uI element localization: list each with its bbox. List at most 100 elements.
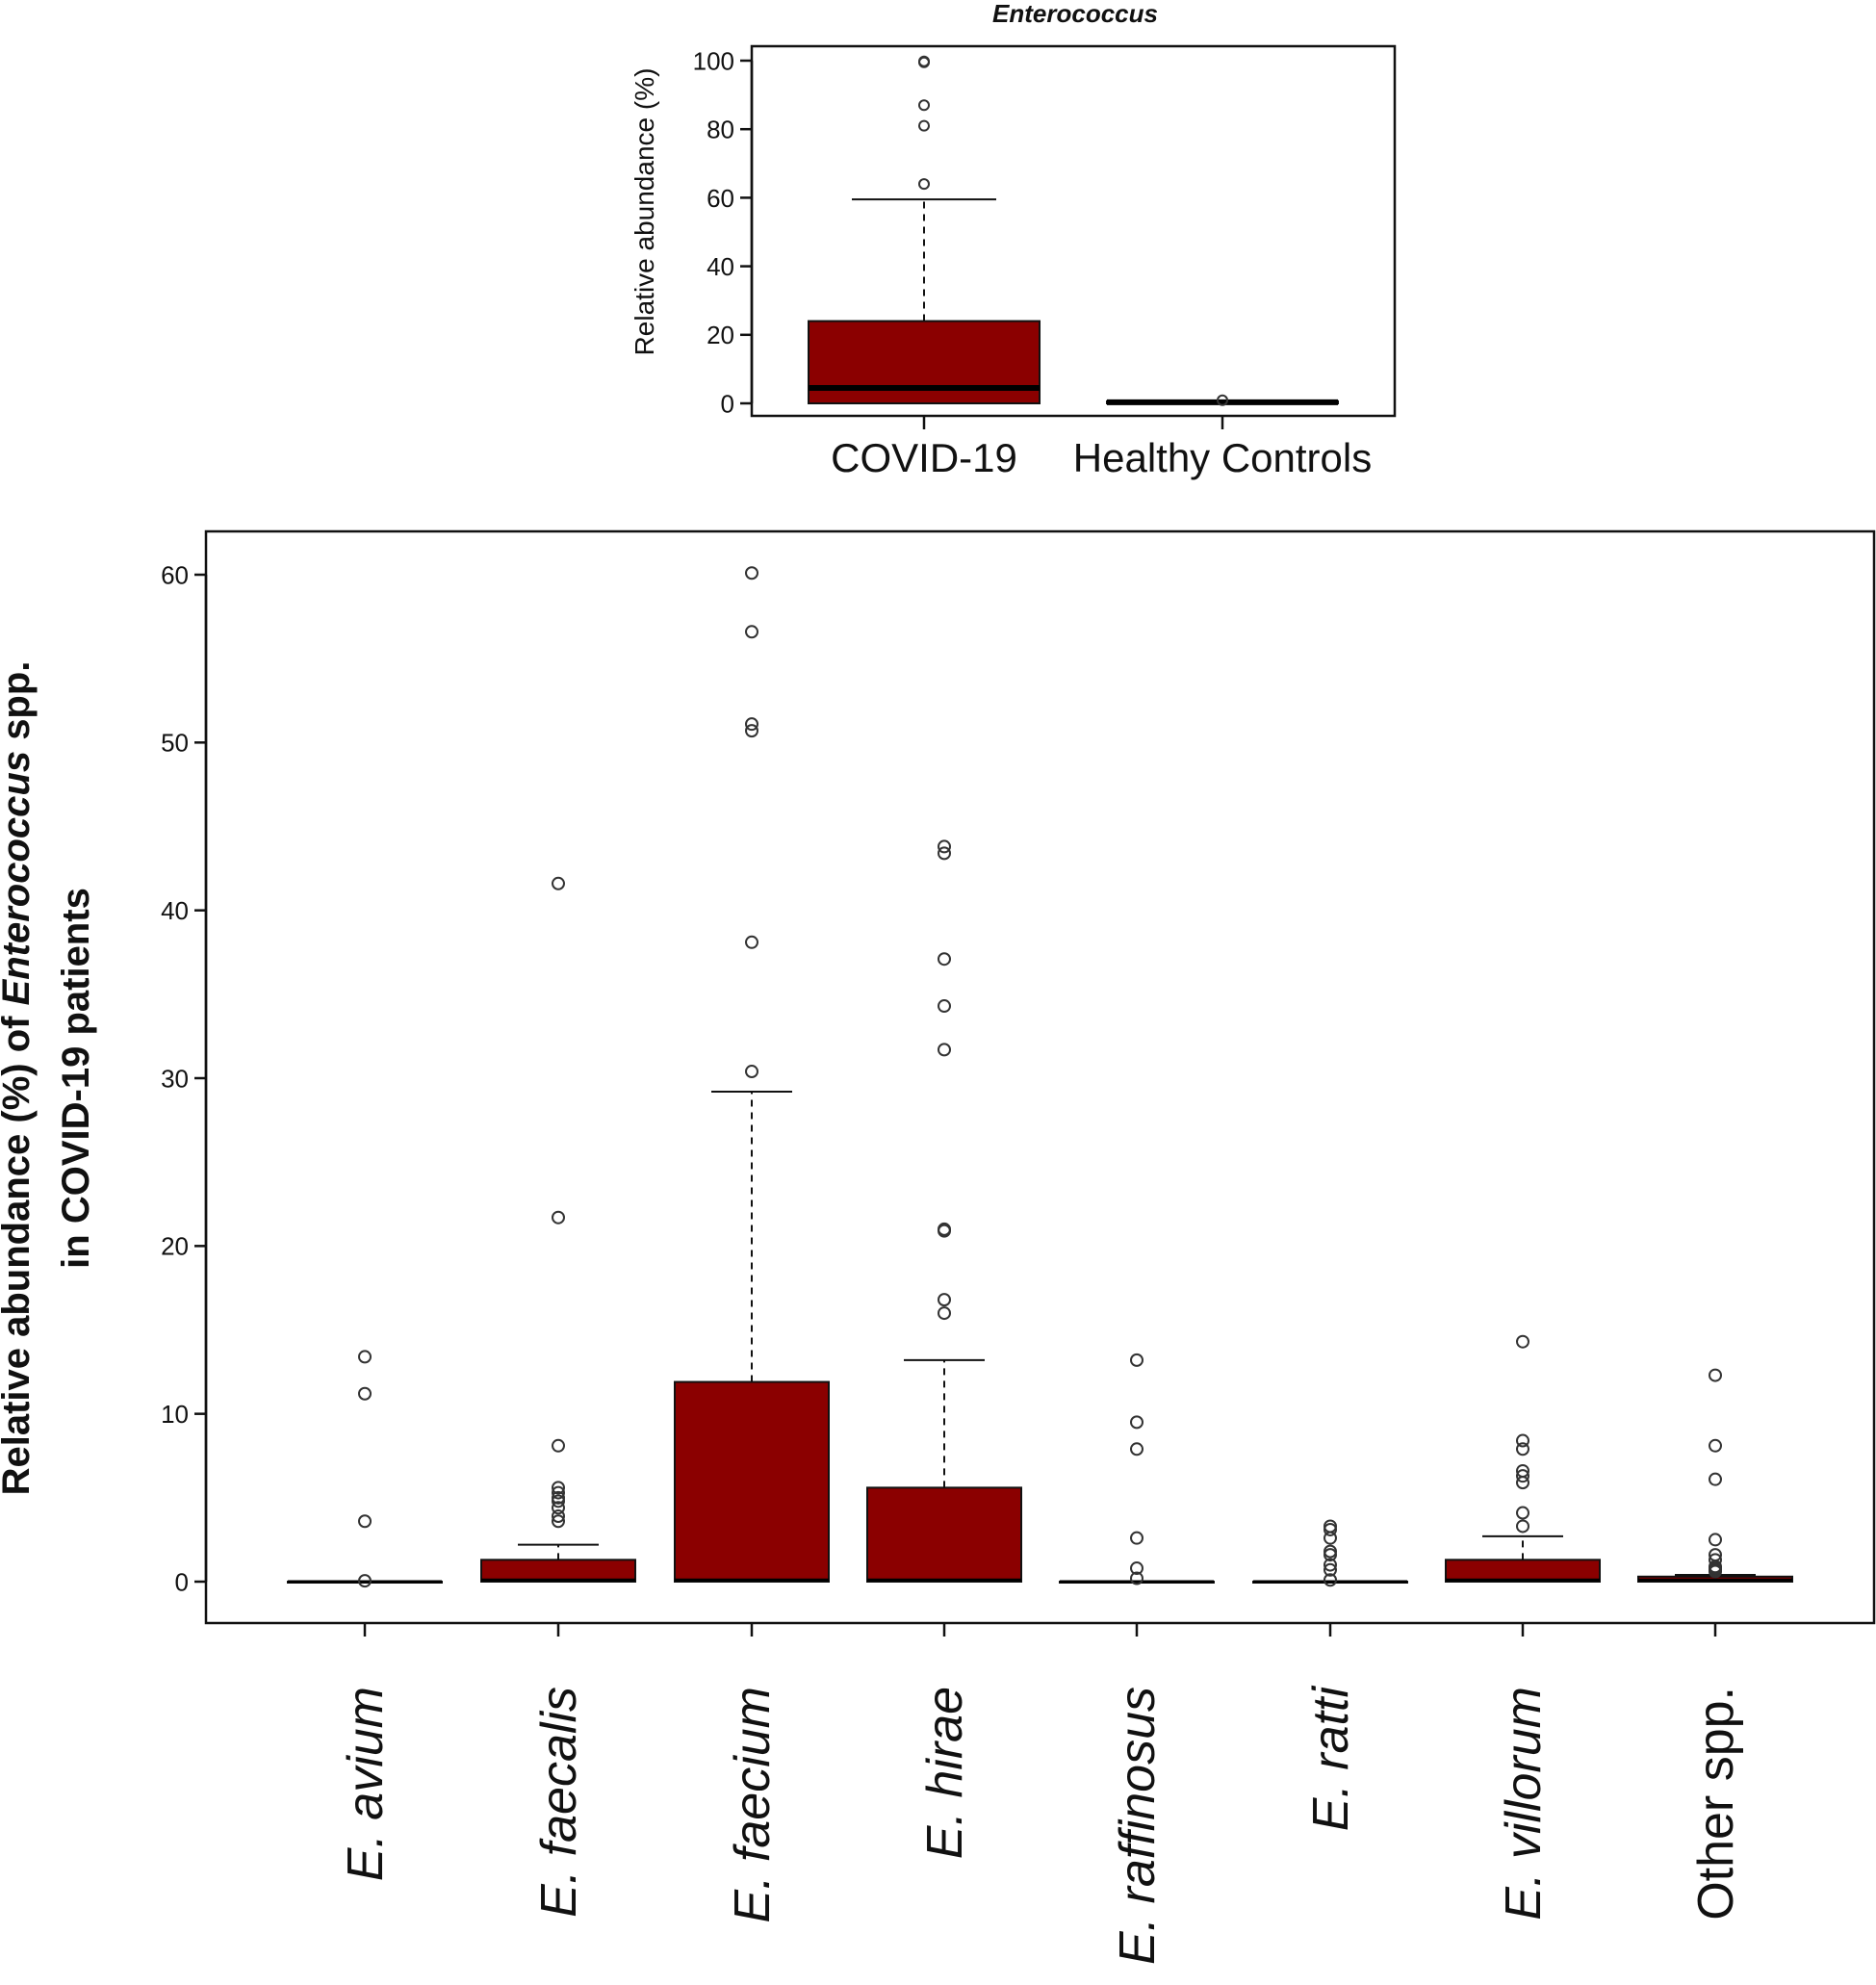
bottom-chart: Relative abundance (%) of Enterococcus s… [0, 529, 1876, 1965]
bottom-box-e-avium [287, 1350, 443, 1588]
bottom-x-label-e-hirae: E. hirae [917, 1687, 973, 1859]
bottom-x-label-e-villorum: E. villorum [1496, 1687, 1552, 1921]
outlier-point [1130, 1442, 1144, 1457]
outlier-point [745, 717, 758, 732]
bottom-x-label-e-raffinosus: E. raffinosus [1110, 1687, 1166, 1965]
outlier-point [552, 1514, 565, 1529]
outlier-point [938, 846, 951, 861]
top-chart: Enterococcus Relative abundance (%) 0 20 4… [630, 0, 1397, 480]
outlier-point [1516, 1469, 1529, 1483]
outlier-point [1709, 1533, 1722, 1547]
outlier-point [552, 1438, 565, 1453]
outlier-point [552, 1494, 565, 1508]
bottom-box-e-raffinosus [1059, 1353, 1215, 1585]
top-y-tick-label: 20 [707, 321, 734, 349]
outlier-point [358, 1350, 372, 1364]
bottom-y-label-genus: Enterococcus [0, 751, 38, 1006]
outlier-point [552, 1210, 565, 1225]
top-box-covid-19 [808, 55, 1041, 404]
bottom-x-label-e-faecalis: E. faecalis [531, 1687, 587, 1918]
bottom-y-tick-label: 20 [161, 1232, 189, 1261]
top-y-ticks: 0 20 40 60 80 100 [693, 46, 752, 418]
top-chart-title: Enterococcus [992, 0, 1158, 28]
outlier-point [1130, 1353, 1144, 1367]
bottom-y-tick-label: 10 [161, 1400, 189, 1429]
outlier-point [1323, 1522, 1337, 1536]
outlier-point [745, 625, 758, 639]
bottom-y-label-part1: Relative abundance (%) of [0, 1005, 38, 1495]
bottom-y-axis-label-line1: Relative abundance (%) of Enterococcus s… [0, 661, 38, 1496]
box-body [866, 1486, 1022, 1583]
outlier-point [918, 99, 930, 112]
outlier-point [745, 724, 758, 738]
outlier-point [1130, 1531, 1144, 1545]
outlier-point [938, 1224, 951, 1238]
bottom-y-tick-label: 60 [161, 560, 189, 589]
outlier-point [1516, 1433, 1529, 1448]
bottom-y-tick-label: 30 [161, 1064, 189, 1093]
outlier-point [552, 1501, 565, 1515]
outlier-point [1516, 1476, 1529, 1490]
bottom-y-axis-label-line2: in COVID-19 patients [55, 888, 97, 1269]
top-y-tick-label: 40 [707, 252, 734, 281]
outlier-point [552, 1481, 565, 1495]
outlier-point [1130, 1561, 1144, 1576]
outlier-point [1323, 1548, 1337, 1562]
top-x-ticks: COVID-19 Healthy Controls [831, 416, 1372, 480]
outlier-point [552, 1485, 565, 1500]
top-boxes [808, 55, 1339, 406]
outlier-point [552, 1509, 565, 1524]
bottom-x-label-e-avium: E. avium [338, 1687, 394, 1881]
box-body [1445, 1559, 1601, 1584]
outlier-point [1323, 1573, 1337, 1587]
bottom-y-ticks: 0 10 20 30 40 50 60 [161, 560, 206, 1596]
outlier-point [1130, 1571, 1144, 1585]
outlier-point [1516, 1506, 1529, 1520]
bottom-x-label-other-spp: Other spp. [1688, 1687, 1744, 1921]
outlier-point [1516, 1334, 1529, 1349]
top-box-healthy-controls [1106, 394, 1339, 406]
bottom-box-e-villorum [1445, 1334, 1601, 1584]
outlier-point [1323, 1562, 1337, 1577]
bottom-box-e-ratti [1252, 1519, 1408, 1587]
outlier-point [918, 55, 930, 67]
top-y-tick-label: 100 [693, 46, 734, 75]
top-x-label-healthy-controls: Healthy Controls [1073, 435, 1372, 480]
bottom-y-tick-label: 40 [161, 896, 189, 925]
outlier-point [1130, 1415, 1144, 1430]
outlier-point [552, 876, 565, 890]
top-y-tick-label: 60 [707, 184, 734, 213]
outlier-point [1323, 1531, 1337, 1545]
bottom-box-e-faecalis [480, 876, 636, 1584]
bottom-x-label-e-ratti: E. ratti [1303, 1686, 1359, 1832]
bottom-y-label-part3: spp. [0, 661, 38, 751]
outlier-point [1709, 1438, 1722, 1453]
outlier-point [1323, 1558, 1337, 1572]
outlier-point [358, 1574, 372, 1588]
outlier-point [918, 178, 930, 191]
outlier-point [918, 119, 930, 132]
bottom-y-tick-label: 0 [175, 1567, 189, 1596]
outlier-point [1516, 1519, 1529, 1534]
bottom-plot-frame [204, 529, 1876, 1625]
top-x-label-covid-19: COVID-19 [831, 435, 1017, 480]
box-body [808, 320, 1041, 404]
outlier-point [938, 952, 951, 967]
bottom-y-tick-label: 50 [161, 729, 189, 758]
top-y-tick-label: 80 [707, 116, 734, 144]
outlier-point [938, 1043, 951, 1057]
outlier-point [1217, 394, 1228, 406]
bottom-x-ticks: E. avium E. faecalis E. faecium E. hirae E. … [338, 1623, 1744, 1965]
outlier-point [358, 1386, 372, 1401]
outlier-point [358, 1514, 372, 1529]
top-y-tick-label: 0 [721, 389, 734, 418]
outlier-point [745, 566, 758, 580]
bottom-box-other-spp [1637, 1368, 1793, 1584]
top-y-axis-label: Relative abundance (%) [630, 68, 659, 356]
bottom-x-label-e-faecium: E. faecium [725, 1687, 781, 1923]
bottom-box-e-faecium [674, 566, 830, 1583]
outlier-point [1709, 1368, 1722, 1382]
outlier-point [938, 999, 951, 1014]
outlier-point [938, 1293, 951, 1307]
